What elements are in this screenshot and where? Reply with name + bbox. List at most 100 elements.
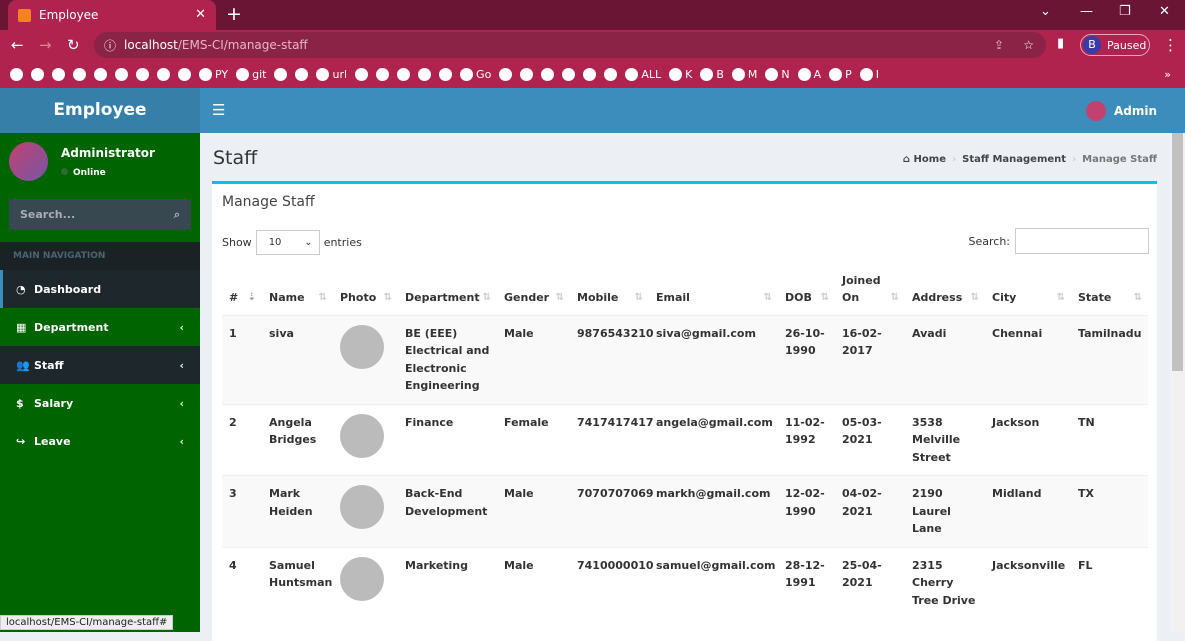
cell-email: samuel@gmail.com [656, 558, 776, 572]
user-menu[interactable]: Admin [1085, 101, 1157, 121]
sort-icon[interactable]: ⇅ [890, 291, 899, 303]
top-header: ☰ Admin [200, 88, 1185, 133]
bookmark-item[interactable] [115, 67, 128, 81]
new-tab-button[interactable]: + [226, 3, 242, 25]
url-host: localhost [124, 38, 178, 52]
column-header-joined-on[interactable]: Joined On ⇅ [842, 273, 899, 304]
sort-icon[interactable]: ⇅ [763, 291, 772, 303]
column-header-state[interactable]: State ⇅ [1078, 290, 1142, 304]
more-bookmarks-icon[interactable]: » [1164, 67, 1171, 81]
bookmark-item[interactable]: url [316, 67, 347, 81]
sort-icon[interactable]: ⇅ [820, 291, 829, 303]
bookmark-item[interactable] [541, 67, 555, 81]
star-icon[interactable]: ☆ [1023, 38, 1034, 52]
bookmark-item[interactable] [52, 67, 65, 81]
sort-icon[interactable]: ⇅ [555, 291, 564, 303]
table-search-input[interactable] [1015, 228, 1149, 254]
back-button[interactable]: ← [11, 36, 24, 54]
sort-icon[interactable]: ⇅ [1133, 291, 1142, 303]
bookmark-item[interactable] [418, 67, 432, 81]
bookmark-item[interactable] [31, 67, 44, 81]
sidebar-item-staff[interactable]: 👥 Staff ‹ [0, 346, 200, 384]
bookmark-item[interactable] [295, 67, 309, 81]
column-header-name[interactable]: Name ⇅ [269, 290, 327, 304]
scrollbar-thumb[interactable] [1172, 133, 1183, 371]
column-header-department[interactable]: Department ⇅ [405, 290, 491, 304]
staff-photo [340, 324, 384, 369]
bookmark-item[interactable] [10, 67, 23, 81]
bookmark-item[interactable]: git [236, 67, 266, 81]
sidebar-item-salary[interactable]: $ Salary ‹ [0, 384, 200, 422]
sort-icon[interactable]: ⇅ [482, 291, 491, 303]
column-header-mobile[interactable]: Mobile ⇅ [577, 290, 643, 304]
bookmark-item[interactable]: PY [199, 67, 228, 81]
column-header-dob[interactable]: DOB ⇅ [785, 290, 829, 304]
page-scrollbar[interactable] [1170, 133, 1185, 632]
bookmark-item[interactable] [73, 67, 86, 81]
minimize-button[interactable]: — [1080, 4, 1093, 19]
restore-button[interactable]: ❐ [1119, 4, 1131, 19]
entries-length: Show 10 ⌄ entries [222, 230, 362, 255]
share-icon[interactable]: ⇪ [993, 38, 1004, 52]
column-header-photo[interactable]: Photo ⇅ [340, 290, 392, 304]
sidebar-search-input[interactable]: Search... ⌕ [9, 199, 191, 230]
bookmark-item[interactable] [157, 67, 170, 81]
bookmark-item[interactable] [604, 67, 618, 81]
close-tab-icon[interactable]: ✕ [195, 7, 206, 22]
url-path: /EMS-CI/manage-staff [177, 38, 308, 52]
search-icon[interactable]: ⌕ [173, 207, 180, 221]
bookmark-item[interactable] [520, 67, 534, 81]
sort-icon[interactable]: ⇅ [634, 291, 643, 303]
sidebar-item-leave[interactable]: ↪ Leave ‹ [0, 422, 200, 460]
sort-icon[interactable]: ⇅ [1056, 291, 1065, 303]
bookmark-item[interactable] [94, 67, 107, 81]
bookmark-item[interactable]: M [731, 67, 757, 81]
bookmark-favicon-icon [73, 67, 86, 81]
bookmark-item[interactable] [562, 67, 576, 81]
reload-button[interactable]: ↻ [67, 36, 80, 54]
bookmark-item[interactable] [397, 67, 411, 81]
chevron-left-icon: ‹ [179, 434, 184, 448]
entries-select[interactable]: 10 ⌄ [255, 230, 320, 255]
bookmark-item[interactable] [355, 67, 369, 81]
bookmark-item[interactable] [376, 67, 390, 81]
logo[interactable]: Employee [0, 88, 200, 133]
sort-asc-icon[interactable]: ⇣ [247, 291, 256, 303]
breadcrumb-home[interactable]: Home [913, 154, 946, 165]
sidebar-item-dashboard[interactable]: ◔ Dashboard [0, 270, 200, 308]
menu-icon[interactable]: ⋮ [1163, 36, 1178, 54]
column-header-gender[interactable]: Gender ⇅ [504, 290, 564, 304]
sort-icon[interactable]: ⇅ [318, 291, 327, 303]
sort-icon[interactable]: ⇅ [383, 291, 392, 303]
profile-button[interactable]: B Paused [1080, 34, 1150, 56]
sidebar-item-department[interactable]: ▦ Department ‹ [0, 308, 200, 346]
column-header-city[interactable]: City ⇅ [992, 290, 1065, 304]
table-row: 2 Angela Bridges Finance Female 7417417417 an… [222, 404, 1148, 476]
bookmark-item[interactable]: A [797, 67, 821, 81]
bookmark-item[interactable] [583, 67, 597, 81]
bookmark-item[interactable]: N [765, 67, 790, 81]
bookmark-item[interactable]: K [669, 67, 692, 81]
column-header--[interactable]: # ⇣ [229, 290, 256, 304]
bookmark-item[interactable] [499, 67, 513, 81]
side-panel-icon[interactable]: ▮ [1057, 36, 1065, 51]
bookmark-item[interactable] [439, 67, 453, 81]
forward-button[interactable]: → [39, 36, 52, 54]
bookmark-item[interactable]: B [700, 67, 724, 81]
close-window-button[interactable]: ✕ [1159, 4, 1170, 19]
bookmark-item[interactable]: Go [460, 67, 491, 81]
column-header-address[interactable]: Address ⇅ [912, 290, 979, 304]
bookmark-item[interactable] [274, 67, 288, 81]
bookmark-item[interactable]: I [859, 67, 879, 81]
menu-toggle-icon[interactable]: ☰ [212, 101, 226, 119]
tab-search-icon[interactable]: ⌄ [1040, 4, 1051, 19]
bookmark-item[interactable]: P [829, 67, 852, 81]
sort-icon[interactable]: ⇅ [970, 291, 979, 303]
bookmark-item[interactable] [136, 67, 149, 81]
breadcrumb-staff-management[interactable]: Staff Management [962, 154, 1067, 165]
browser-tab[interactable]: Employee ✕ [8, 0, 216, 30]
address-bar[interactable]: ⓘ localhost/EMS-CI/manage-staff ⇪ ☆ [94, 32, 1046, 58]
column-header-email[interactable]: Email ⇅ [656, 290, 772, 304]
bookmark-item[interactable]: ALL [625, 67, 661, 81]
bookmark-item[interactable] [178, 67, 191, 81]
